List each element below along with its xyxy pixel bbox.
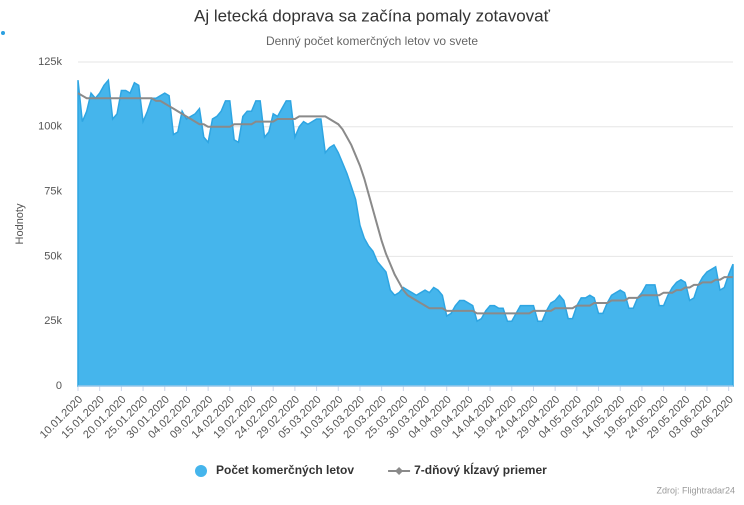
chart-title: Aj letecká doprava sa začína pomaly zota… (194, 6, 551, 25)
legend-symbol (195, 465, 207, 477)
legend-label: 7-dňový kĺzavý priemer (414, 462, 547, 477)
legend-marker (395, 467, 404, 475)
y-tick-label: 75k (44, 186, 62, 198)
legend-label: Počet komerčných letov (216, 463, 354, 477)
y-axis-title: Hodnoty (14, 203, 26, 244)
legend-item: 7-dňový kĺzavý priemer (388, 462, 547, 477)
line (77, 92, 733, 315)
y-tick-label: 0 (56, 380, 62, 392)
y-tick-label: 125k (38, 56, 62, 68)
chart-subtitle: Denný počet komerčných letov vo svete (266, 34, 478, 48)
decor-dot (1, 31, 5, 35)
y-tick-label: 50k (44, 250, 62, 262)
source: Zdroj: Flightradar24 (656, 485, 735, 495)
legend-item: Počet komerčných letov (195, 463, 354, 477)
y-tick-label: 100k (38, 121, 62, 133)
y-tick-label: 25k (44, 315, 62, 327)
